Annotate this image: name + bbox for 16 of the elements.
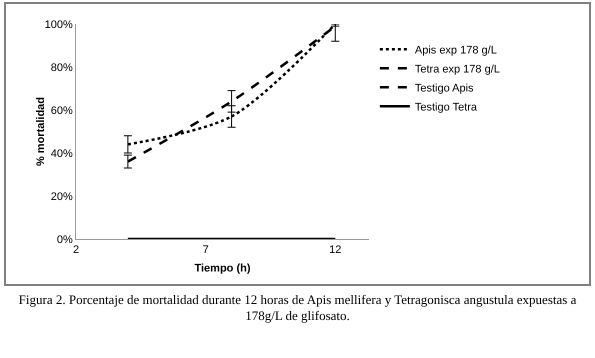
y-tick-label: 40% xyxy=(50,148,74,160)
y-tick-label: 100% xyxy=(44,18,74,31)
y-axis-title: % mortalidad xyxy=(35,96,47,166)
y-tick-label: 20% xyxy=(50,190,74,203)
y-tick-label: 80% xyxy=(50,62,74,74)
text: Figura 2. Porcentaje de mortalidad durante 12 horas de Apis mellifera y Tetragonisca angustula expuestas a 178g/L de glifosato. xyxy=(18,292,578,324)
legend-label: Testigo Tetra xyxy=(414,102,478,114)
x-tick-label: 7 xyxy=(202,244,209,256)
legend-label: Testigo Apis xyxy=(414,82,474,95)
x-tick-label: 2 xyxy=(72,244,80,256)
x-axis-title: Tiempo (h) xyxy=(194,262,251,274)
y-tick-label: 0% xyxy=(56,234,74,246)
y-tick-label: 60% xyxy=(50,104,74,117)
legend-label: Apis exp 178 g/L xyxy=(414,44,497,57)
legend-label: Tetra exp 178 g/L xyxy=(414,64,500,76)
x-tick-label: 12 xyxy=(329,244,342,256)
